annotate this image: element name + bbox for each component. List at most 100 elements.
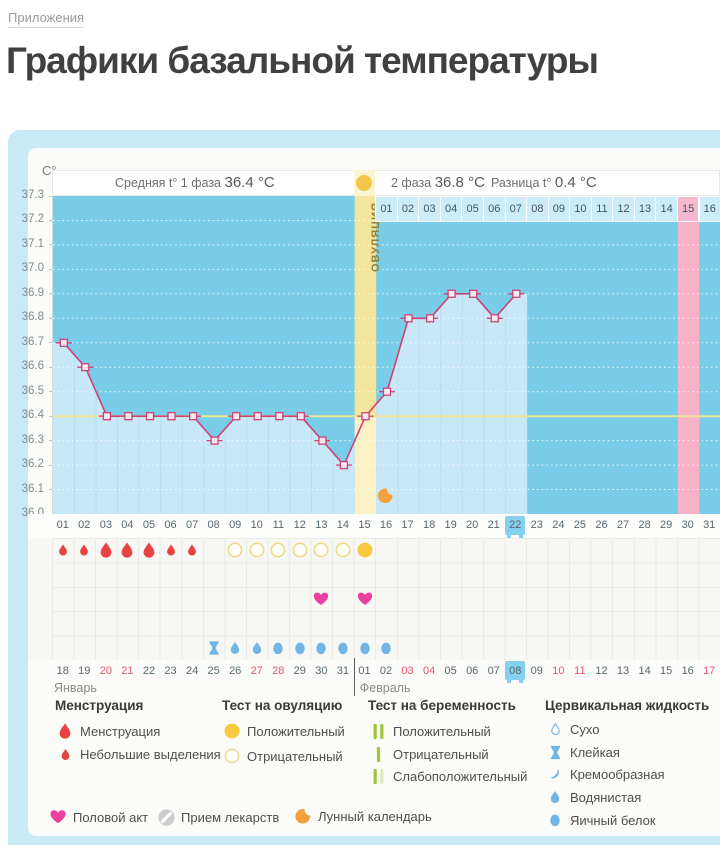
ovulation-test-icon[interactable] — [312, 541, 330, 559]
phase2-day-cell[interactable]: 06 — [483, 196, 506, 222]
calendar-date-label[interactable]: 30 — [315, 665, 328, 677]
intercourse-icon[interactable] — [356, 591, 373, 608]
cycle-day-label[interactable]: 20 — [466, 519, 479, 531]
phase2-day-cell[interactable]: 16 — [698, 196, 720, 222]
phase2-day-cell[interactable]: 05 — [461, 196, 484, 222]
cycle-day-label[interactable]: 27 — [616, 519, 630, 531]
calendar-date-label[interactable]: 27 — [250, 665, 263, 677]
cycle-day-label[interactable]: 04 — [121, 519, 134, 531]
cycle-day-label[interactable]: 07 — [185, 519, 199, 531]
phase2-day-cell[interactable]: 12 — [612, 196, 635, 222]
phase2-day-cell[interactable]: 01 — [375, 196, 398, 222]
cycle-day-label[interactable]: 24 — [552, 519, 565, 531]
calendar-date-label[interactable]: 23 — [164, 665, 177, 677]
cycle-day-label[interactable]: 16 — [379, 519, 393, 531]
phase2-day-cell[interactable]: 09 — [547, 196, 571, 222]
cycle-day-label[interactable]: 05 — [142, 519, 156, 531]
calendar-date-label[interactable]: 19 — [78, 665, 91, 677]
cervical-fluid-icon[interactable] — [357, 640, 373, 656]
calendar-date-label[interactable]: 28 — [272, 665, 285, 677]
cycle-day-label[interactable]: 09 — [229, 519, 242, 531]
phase2-day-cell[interactable]: 07 — [504, 196, 527, 222]
phase2-day-cell[interactable]: 02 — [396, 196, 420, 222]
ovulation-test-icon[interactable] — [334, 541, 352, 559]
cycle-day-label[interactable]: 03 — [99, 519, 113, 531]
breadcrumb-link[interactable]: Приложения — [8, 10, 85, 28]
cervical-fluid-icon[interactable] — [206, 640, 221, 655]
phase2-day-cell[interactable]: 11 — [590, 196, 614, 222]
phase2-day-cell[interactable]: 08 — [526, 196, 549, 222]
ovulation-test-icon[interactable] — [356, 541, 374, 559]
calendar-date-label[interactable]: 11 — [574, 665, 586, 677]
cycle-day-label[interactable]: 08 — [207, 519, 220, 531]
cervical-fluid-icon[interactable] — [270, 640, 286, 656]
calendar-date-label[interactable]: 09 — [530, 665, 543, 677]
menstruation-icon[interactable] — [97, 541, 115, 559]
cycle-day-label[interactable]: 22 — [509, 519, 522, 531]
cervical-fluid-icon[interactable] — [250, 641, 264, 655]
cycle-day-label[interactable]: 11 — [272, 519, 284, 531]
calendar-date-label[interactable]: 14 — [638, 665, 651, 677]
cycle-day-label[interactable]: 14 — [336, 519, 350, 531]
phase2-day-cell[interactable]: 04 — [439, 196, 463, 222]
calendar-date-label[interactable]: 08 — [509, 665, 522, 677]
phase2-day-cell[interactable]: 15 — [676, 196, 700, 222]
cycle-day-label[interactable]: 19 — [444, 519, 457, 531]
phase2-day-cell[interactable]: 10 — [569, 196, 592, 222]
cycle-day-label[interactable]: 18 — [422, 519, 436, 531]
ovulation-test-icon[interactable] — [248, 541, 266, 559]
cycle-day-label[interactable]: 28 — [638, 519, 651, 531]
calendar-date-label[interactable]: 31 — [336, 665, 350, 677]
cycle-day-label[interactable]: 10 — [250, 519, 263, 531]
calendar-date-label[interactable]: 03 — [401, 665, 414, 677]
phase2-day-cell[interactable]: 03 — [418, 196, 441, 222]
calendar-date-label[interactable]: 13 — [616, 665, 630, 677]
ovulation-test-icon[interactable] — [226, 541, 244, 559]
cycle-day-label[interactable]: 23 — [530, 519, 543, 531]
ovulation-test-icon[interactable] — [291, 541, 309, 559]
phase2-day-cell[interactable]: 13 — [633, 196, 657, 222]
calendar-date-label[interactable]: 17 — [703, 665, 716, 677]
menstruation-icon[interactable] — [118, 541, 136, 559]
calendar-date-label[interactable]: 04 — [422, 665, 436, 677]
cervical-fluid-icon[interactable] — [378, 640, 394, 656]
calendar-date-label[interactable]: 22 — [142, 665, 156, 677]
calendar-date-label[interactable]: 24 — [185, 665, 199, 677]
cycle-day-label[interactable]: 17 — [401, 519, 414, 531]
calendar-date-label[interactable]: 26 — [229, 665, 242, 677]
calendar-date-label[interactable]: 10 — [552, 665, 565, 677]
calendar-date-label[interactable]: 29 — [293, 665, 306, 677]
menstruation-icon[interactable] — [186, 544, 199, 557]
calendar-date-label[interactable]: 15 — [659, 665, 673, 677]
cycle-day-label[interactable]: 01 — [56, 519, 69, 531]
calendar-date-label[interactable]: 01 — [358, 665, 371, 677]
calendar-date-label[interactable]: 18 — [56, 665, 69, 677]
menstruation-icon[interactable] — [164, 544, 177, 557]
calendar-date-label[interactable]: 25 — [207, 665, 220, 677]
cervical-fluid-icon[interactable] — [313, 640, 329, 656]
menstruation-icon[interactable] — [140, 541, 158, 559]
menstruation-icon[interactable] — [56, 544, 69, 557]
cycle-day-label[interactable]: 26 — [595, 519, 608, 531]
calendar-date-label[interactable]: 02 — [379, 665, 393, 677]
calendar-date-label[interactable]: 16 — [681, 665, 694, 677]
menstruation-icon[interactable] — [78, 544, 91, 557]
calendar-date-label[interactable]: 21 — [121, 665, 134, 677]
cervical-fluid-icon[interactable] — [228, 641, 242, 655]
calendar-date-label[interactable]: 12 — [595, 665, 608, 677]
cycle-day-label[interactable]: 06 — [164, 519, 177, 531]
cycle-day-label[interactable]: 30 — [681, 519, 694, 531]
cycle-day-label[interactable]: 12 — [293, 519, 306, 531]
cycle-day-label[interactable]: 02 — [78, 519, 91, 531]
cycle-day-label[interactable]: 29 — [659, 519, 673, 531]
cycle-day-label[interactable]: 31 — [703, 519, 716, 531]
calendar-date-label[interactable]: 20 — [99, 665, 113, 677]
cycle-day-label[interactable]: 13 — [315, 519, 328, 531]
cervical-fluid-icon[interactable] — [335, 640, 351, 656]
intercourse-icon[interactable] — [313, 591, 330, 608]
calendar-date-label[interactable]: 06 — [466, 665, 479, 677]
cycle-day-label[interactable]: 21 — [487, 519, 500, 531]
ovulation-test-icon[interactable] — [269, 541, 287, 559]
calendar-date-label[interactable]: 07 — [487, 665, 500, 677]
calendar-date-label[interactable]: 05 — [444, 665, 457, 677]
